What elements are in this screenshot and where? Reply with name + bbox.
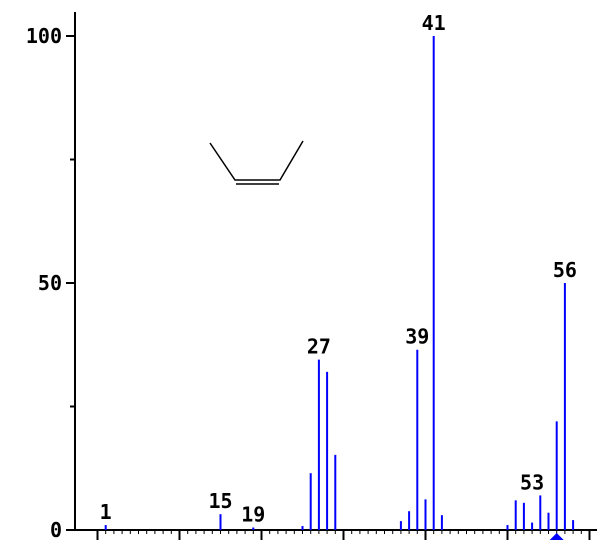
peak-labels: 1 15 19 27 39 41 53 56 (100, 11, 577, 527)
y-ticks: 0 50 100 (26, 24, 75, 541)
peak-label: 56 (553, 258, 577, 282)
y-tick-label: 50 (38, 271, 62, 295)
peak-label: 39 (405, 325, 429, 349)
spectrum-bars (104, 36, 575, 530)
y-tick-label: 100 (26, 24, 62, 48)
peak-label: 27 (307, 335, 331, 359)
peak-label: 53 (520, 470, 544, 494)
peak-label: 19 (241, 503, 265, 527)
peak-label: 41 (422, 11, 446, 35)
molecular-ion-triangle-icon (549, 533, 564, 540)
axes (74, 12, 597, 531)
peak-label: 1 (100, 500, 112, 524)
molecular-ion-marker (549, 533, 564, 540)
cis-2-butene-structure-icon (209, 140, 304, 185)
y-tick-label: 0 (50, 518, 62, 541)
peak-label: 15 (208, 489, 232, 513)
x-ticks (96, 530, 591, 540)
